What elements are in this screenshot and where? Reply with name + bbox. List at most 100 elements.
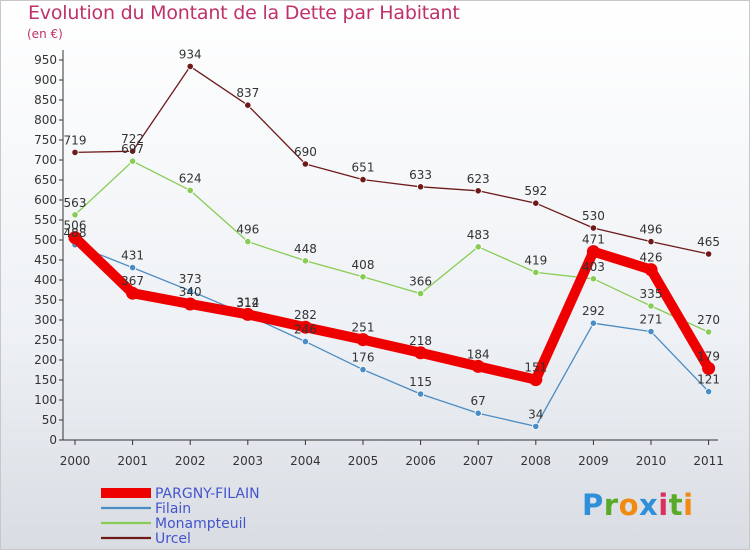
data-label: 151 — [524, 361, 547, 375]
data-label: 67 — [471, 394, 486, 408]
data-label: 403 — [582, 260, 605, 274]
data-point — [647, 302, 655, 310]
x-tick-label: 2006 — [405, 454, 436, 468]
data-label: 218 — [409, 334, 432, 348]
y-tick-label: 100 — [34, 393, 57, 407]
data-label: 722 — [121, 132, 144, 146]
data-point — [129, 147, 137, 155]
data-point — [532, 268, 540, 276]
data-label: 366 — [409, 275, 432, 289]
y-tick-label: 850 — [34, 93, 57, 107]
data-label: 270 — [697, 313, 720, 327]
logo-letter: t — [668, 488, 684, 522]
data-point — [532, 422, 540, 430]
data-point — [589, 275, 598, 283]
data-label: 496 — [236, 223, 259, 237]
x-tick-label: 2004 — [290, 454, 321, 468]
data-label: 651 — [352, 161, 375, 175]
data-label: 592 — [524, 184, 547, 198]
data-point — [129, 157, 137, 165]
y-tick-label: 550 — [34, 213, 57, 227]
data-point — [186, 62, 194, 71]
y-tick-label: 400 — [34, 273, 57, 287]
x-tick-label: 2001 — [117, 454, 148, 468]
logo-letter: o — [618, 488, 640, 522]
data-label: 483 — [467, 228, 490, 242]
data-point — [474, 187, 482, 195]
data-label: 373 — [179, 272, 202, 286]
data-label: 340 — [179, 285, 202, 299]
data-label: 314 — [236, 295, 259, 309]
y-tick-label: 450 — [34, 253, 57, 267]
data-label: 563 — [64, 196, 87, 210]
legend-label: Urcel — [155, 531, 191, 547]
data-point — [589, 319, 598, 327]
data-label: 465 — [697, 235, 720, 249]
data-point — [356, 333, 370, 347]
x-tick-label: 2005 — [348, 454, 379, 468]
data-label: 312 — [236, 296, 259, 310]
data-point — [474, 409, 482, 417]
data-label: 282 — [294, 308, 317, 322]
data-label: 335 — [640, 287, 663, 301]
data-label: 448 — [294, 242, 317, 256]
data-point — [301, 337, 309, 346]
proxiti-logo: Proxiti — [582, 488, 694, 522]
x-tick-label: 2008 — [521, 454, 552, 468]
data-label: 292 — [582, 304, 605, 318]
data-point — [589, 224, 598, 232]
data-label: 176 — [352, 351, 375, 365]
data-label: 251 — [352, 321, 375, 335]
series-line — [74, 160, 710, 333]
series-line — [70, 232, 714, 385]
x-tick-label: 2009 — [578, 454, 609, 468]
series-lines — [68, 62, 716, 430]
data-point — [183, 297, 197, 311]
data-point — [471, 359, 485, 373]
data-label: 697 — [121, 142, 144, 156]
data-point — [474, 243, 482, 251]
data-label: 426 — [640, 251, 663, 265]
y-tick-label: 700 — [34, 153, 57, 167]
y-tick-label: 600 — [34, 193, 57, 207]
data-point — [644, 263, 658, 277]
data-point — [704, 387, 713, 396]
x-tick-label: 2010 — [636, 454, 667, 468]
data-label: 121 — [697, 373, 720, 387]
data-label: 179 — [697, 349, 720, 363]
data-point — [244, 238, 252, 246]
data-label: 837 — [236, 86, 259, 100]
legend-label: PARGNY-FILAIN — [155, 486, 260, 502]
data-point — [647, 238, 655, 246]
y-tick-label: 650 — [34, 173, 57, 187]
data-point — [416, 183, 425, 191]
data-label: 506 — [64, 219, 87, 233]
data-point — [647, 327, 655, 336]
data-point — [301, 257, 309, 265]
y-tick-label: 0 — [49, 433, 57, 447]
data-label: 633 — [409, 168, 432, 182]
y-tick-label: 900 — [34, 73, 57, 87]
x-tick-label: 2003 — [233, 454, 264, 468]
data-label: 624 — [179, 171, 202, 185]
data-point — [359, 176, 367, 184]
y-tick-label: 300 — [34, 313, 57, 327]
logo-letter: r — [603, 488, 619, 522]
data-label: 488 — [64, 226, 87, 240]
data-label: 184 — [467, 347, 490, 361]
data-point — [129, 263, 137, 272]
y-tick-label: 50 — [42, 413, 57, 427]
data-point — [532, 199, 540, 207]
logo-letter: i — [683, 488, 694, 522]
data-label: 419 — [524, 253, 547, 267]
data-point — [416, 289, 425, 298]
data-point — [702, 361, 716, 375]
data-label: 408 — [352, 258, 375, 272]
data-point — [126, 286, 140, 300]
data-label: 530 — [582, 209, 605, 223]
legend-label: Monampteuil — [155, 516, 246, 532]
data-label: 719 — [64, 133, 87, 147]
